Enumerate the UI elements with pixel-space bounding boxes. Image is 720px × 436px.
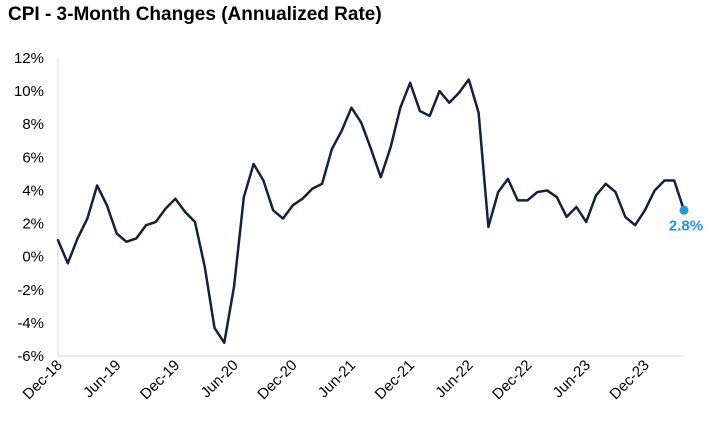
chart-title: CPI - 3-Month Changes (Annualized Rate) <box>8 4 382 25</box>
x-tick-label: Dec-19 <box>137 357 183 403</box>
y-tick-label: -4% <box>17 315 44 332</box>
y-tick-label: -2% <box>17 282 44 299</box>
x-axis-ticks: Dec-18 Jun-19 Dec-19 Jun-20 Dec-20 Jun-21 Dec-… <box>20 357 653 403</box>
end-value-label: 2.8% <box>669 217 703 234</box>
y-tick-label: 0% <box>22 249 44 266</box>
x-tick-label: Jun-22 <box>432 357 476 401</box>
y-tick-label: 2% <box>22 216 44 233</box>
x-tick-label: Dec-23 <box>606 357 652 403</box>
x-tick-label: Dec-20 <box>254 357 300 403</box>
y-tick-label: 12% <box>14 50 44 67</box>
y-tick-label: -6% <box>17 348 44 365</box>
x-tick-label: Dec-22 <box>489 357 535 403</box>
axes <box>57 58 684 357</box>
y-axis-ticks: -6% -4% -2% 0% 2% 4% 6% 8% 10% 12% <box>14 50 44 365</box>
y-tick-label: 8% <box>22 116 44 133</box>
cpi-series-line <box>56 78 686 345</box>
x-tick-label: Jun-19 <box>80 357 124 401</box>
annotations: 2.8% <box>669 205 703 234</box>
x-tick-label: Dec-21 <box>372 357 418 403</box>
end-point-marker <box>679 205 689 215</box>
y-tick-label: 4% <box>22 182 44 199</box>
x-tick-label: Jun-23 <box>550 357 594 401</box>
y-tick-label: 6% <box>22 149 44 166</box>
x-tick-label: Jun-20 <box>197 357 241 401</box>
y-tick-label: 10% <box>14 83 44 100</box>
x-tick-label: Jun-21 <box>315 357 359 401</box>
series-layer <box>56 78 686 345</box>
